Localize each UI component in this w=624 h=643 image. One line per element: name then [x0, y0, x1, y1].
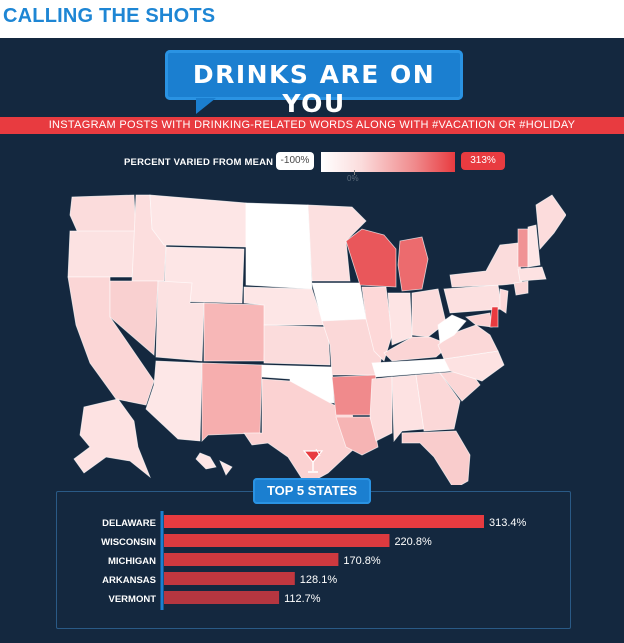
state-massachusetts	[517, 266, 547, 282]
speech-bubble-tail	[196, 98, 216, 114]
state-indiana	[387, 292, 413, 346]
top-states-bar-chart: DELAWARE 313.4% WISCONSIN 220.8% MICHIGAN 170…	[101, 511, 527, 610]
state-georgia	[415, 372, 461, 432]
bar-wisconsin	[164, 534, 390, 547]
state-oregon	[67, 230, 137, 278]
state-delaware	[489, 306, 499, 328]
state-nevada	[109, 280, 159, 356]
state-alaska	[73, 398, 151, 479]
page-header: CALLING THE SHOTS	[0, 0, 624, 38]
legend-max-label: 313%	[461, 152, 505, 170]
state-new-york	[449, 242, 523, 288]
state-kansas	[263, 324, 331, 366]
state-arizona	[145, 360, 203, 442]
bar-arkansas	[164, 572, 295, 585]
top-states-title: TOP 5 STATES	[253, 478, 371, 504]
bar-value-label: 128.1%	[300, 574, 338, 586]
state-south-dakota	[245, 242, 313, 290]
page-heading: CALLING THE SHOTS	[3, 5, 216, 27]
state-florida	[401, 430, 471, 485]
state-wisconsin	[345, 228, 397, 288]
state-michigan	[397, 236, 429, 292]
state-ohio	[411, 288, 447, 338]
bar-delaware	[164, 515, 484, 528]
legend-label: PERCENT VARIED FROM MEAN	[124, 157, 274, 168]
state-minnesota	[307, 204, 367, 282]
state-new-jersey	[499, 288, 509, 314]
title-speech-bubble: DRINKS ARE ON YOU	[165, 50, 463, 118]
state-maryland	[465, 312, 493, 328]
legend-color-scale	[321, 152, 455, 172]
state-louisiana	[335, 416, 379, 456]
state-alabama	[391, 374, 425, 443]
legend-zero-tick	[354, 170, 355, 175]
bar-value-label: 112.7%	[284, 593, 321, 605]
state-montana	[149, 194, 247, 248]
state-mississippi	[369, 376, 393, 442]
state-arkansas	[331, 374, 377, 416]
infographic-subtitle: INSTAGRAM POSTS WITH DRINKING-RELATED WO…	[48, 119, 576, 131]
bar-value-label: 313.4%	[489, 517, 527, 529]
state-connecticut	[513, 280, 529, 296]
legend-zero-label: 0%	[347, 174, 359, 183]
subtitle-band: INSTAGRAM POSTS WITH DRINKING-RELATED WO…	[0, 117, 624, 134]
state-washington	[69, 194, 137, 234]
bar-category-label: WISCONSIN	[101, 537, 156, 548]
bar-category-label: ARKANSAS	[102, 575, 156, 586]
us-choropleth-map	[67, 194, 566, 485]
state-north-dakota	[245, 202, 311, 244]
infographic: DRINKS ARE ON YOU INSTAGRAM POSTS WITH D…	[0, 38, 624, 643]
state-hawaii	[195, 452, 217, 470]
state-new-mexico	[201, 362, 263, 442]
bar-value-label: 220.8%	[394, 536, 432, 548]
bar-michigan	[164, 553, 339, 566]
legend-min-label: -100%	[276, 152, 314, 170]
bar-category-label: DELAWARE	[102, 518, 156, 529]
infographic-title: DRINKS ARE ON YOU	[192, 60, 436, 118]
state-new-hampshire	[527, 224, 541, 268]
state-hawaii-island	[219, 460, 233, 476]
state-iowa	[311, 282, 367, 322]
state-west-virginia	[437, 314, 467, 344]
state-colorado	[203, 302, 267, 362]
bar-vermont	[164, 591, 280, 604]
state-illinois	[361, 286, 393, 362]
state-vermont	[517, 228, 529, 268]
cocktail-glass-icon	[302, 449, 324, 473]
state-maine	[535, 194, 566, 250]
bar-value-label: 170.8%	[343, 555, 381, 567]
bar-category-label: VERMONT	[109, 594, 157, 605]
bar-category-label: MICHIGAN	[108, 556, 156, 567]
